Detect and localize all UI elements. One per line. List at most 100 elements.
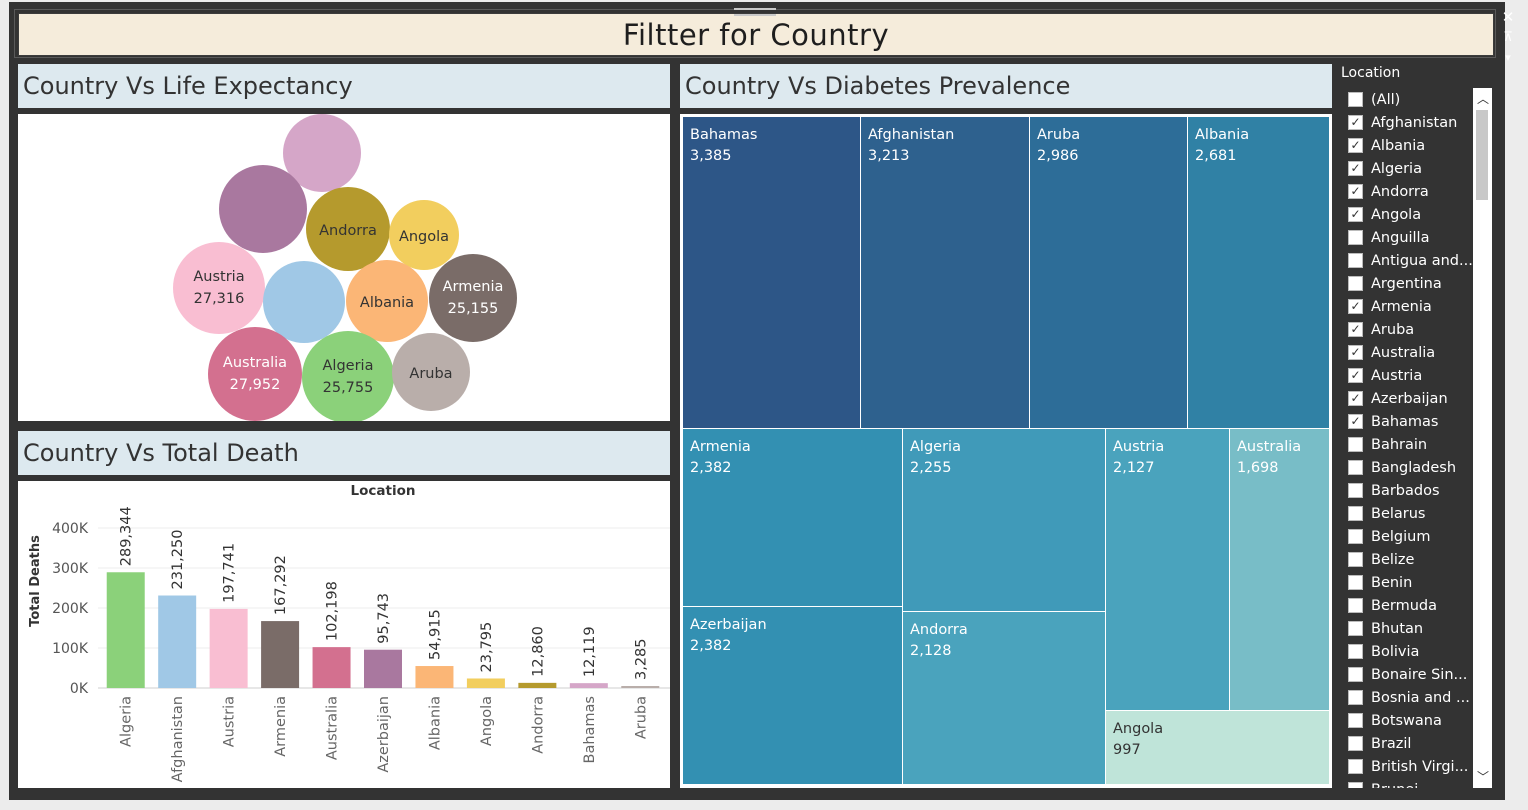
- treemap-cell[interactable]: Albania 2,681: [1188, 117, 1330, 429]
- checkbox[interactable]: ✓: [1348, 207, 1363, 222]
- checkbox[interactable]: [1348, 92, 1363, 107]
- filter-item[interactable]: Bahrain: [1348, 433, 1476, 456]
- filter-item[interactable]: Bangladesh: [1348, 456, 1476, 479]
- scroll-up-icon[interactable]: ︿: [1477, 92, 1490, 106]
- filter-item[interactable]: Anguilla: [1348, 226, 1476, 249]
- bar[interactable]: [518, 682, 557, 688]
- filter-item[interactable]: ✓ Afghanistan: [1348, 111, 1476, 134]
- checkbox[interactable]: [1348, 529, 1363, 544]
- checkbox[interactable]: [1348, 575, 1363, 590]
- treemap-cell[interactable]: Armenia 2,382: [683, 429, 903, 607]
- treemap-cell[interactable]: Algeria 2,255: [903, 429, 1106, 612]
- bar[interactable]: [106, 572, 145, 688]
- checkbox[interactable]: [1348, 644, 1363, 659]
- filter-item[interactable]: ✓ Armenia: [1348, 295, 1476, 318]
- bubble[interactable]: [302, 331, 394, 423]
- filter-item[interactable]: ✓ Algeria: [1348, 157, 1476, 180]
- treemap-cell[interactable]: Bahamas 3,385: [683, 117, 861, 429]
- checkbox[interactable]: ✓: [1348, 414, 1363, 429]
- filter-item[interactable]: Bolivia: [1348, 640, 1476, 663]
- bubble[interactable]: [306, 187, 390, 271]
- checkbox[interactable]: [1348, 598, 1363, 613]
- filter-item[interactable]: British Virgi...: [1348, 755, 1476, 778]
- drag-handle-icon[interactable]: [734, 8, 776, 16]
- checkbox[interactable]: [1348, 736, 1363, 751]
- filter-item[interactable]: ✓ Bahamas: [1348, 410, 1476, 433]
- bubble[interactable]: [219, 165, 307, 253]
- bar[interactable]: [261, 621, 300, 688]
- bubble[interactable]: [346, 260, 428, 342]
- filter-item[interactable]: Brunei: [1348, 778, 1476, 788]
- filter-scrollbar[interactable]: ︿ ﹀: [1473, 88, 1492, 788]
- filter-item[interactable]: ✓ Andorra: [1348, 180, 1476, 203]
- checkbox[interactable]: ✓: [1348, 138, 1363, 153]
- checkbox[interactable]: ✓: [1348, 368, 1363, 383]
- checkbox[interactable]: ✓: [1348, 184, 1363, 199]
- bubble[interactable]: [263, 261, 345, 343]
- treemap-cell[interactable]: Andorra 2,128: [903, 612, 1106, 785]
- treemap-cell[interactable]: Aruba 2,986: [1030, 117, 1188, 429]
- bar[interactable]: [569, 683, 608, 688]
- bubble[interactable]: [389, 200, 459, 270]
- checkbox[interactable]: [1348, 552, 1363, 567]
- filter-item[interactable]: ✓ Azerbaijan: [1348, 387, 1476, 410]
- checkbox[interactable]: ✓: [1348, 322, 1363, 337]
- checkbox[interactable]: [1348, 506, 1363, 521]
- filter-item[interactable]: (All): [1348, 88, 1476, 111]
- checkbox[interactable]: [1348, 621, 1363, 636]
- treemap-cell[interactable]: Afghanistan 3,213: [861, 117, 1030, 429]
- bar[interactable]: [415, 666, 454, 688]
- filter-item[interactable]: Belarus: [1348, 502, 1476, 525]
- checkbox[interactable]: ✓: [1348, 161, 1363, 176]
- checkbox[interactable]: [1348, 690, 1363, 705]
- bar[interactable]: [466, 678, 505, 688]
- bar[interactable]: [209, 608, 248, 688]
- filter-item[interactable]: Bosnia and ...: [1348, 686, 1476, 709]
- close-icon[interactable]: ✕: [1501, 8, 1515, 26]
- bubble[interactable]: [392, 333, 470, 411]
- checkbox[interactable]: [1348, 276, 1363, 291]
- bar[interactable]: [158, 595, 197, 689]
- filter-item[interactable]: Barbados: [1348, 479, 1476, 502]
- checkbox[interactable]: ✓: [1348, 345, 1363, 360]
- bubble[interactable]: [283, 114, 361, 192]
- checkbox[interactable]: [1348, 667, 1363, 682]
- filter-item[interactable]: ✓ Albania: [1348, 134, 1476, 157]
- bubble[interactable]: [429, 254, 517, 342]
- checkbox[interactable]: ✓: [1348, 299, 1363, 314]
- treemap-cell[interactable]: Australia 1,698: [1230, 429, 1330, 711]
- filter-item[interactable]: ✓ Austria: [1348, 364, 1476, 387]
- filter-item[interactable]: ✓ Australia: [1348, 341, 1476, 364]
- checkbox[interactable]: ✓: [1348, 391, 1363, 406]
- treemap-cell[interactable]: Azerbaijan 2,382: [683, 607, 903, 785]
- treemap-cell[interactable]: Angola 997: [1106, 711, 1330, 785]
- filter-item[interactable]: Bermuda: [1348, 594, 1476, 617]
- filter-item[interactable]: ✓ Angola: [1348, 203, 1476, 226]
- pin-icon[interactable]: ⊼: [1503, 30, 1513, 45]
- filter-item[interactable]: Brazil: [1348, 732, 1476, 755]
- filter-item[interactable]: Antigua and...: [1348, 249, 1476, 272]
- checkbox[interactable]: [1348, 460, 1363, 475]
- scroll-thumb[interactable]: [1476, 110, 1488, 200]
- filter-item[interactable]: Bonaire Sin...: [1348, 663, 1476, 686]
- filter-item[interactable]: Botswana: [1348, 709, 1476, 732]
- filter-item[interactable]: Bhutan: [1348, 617, 1476, 640]
- checkbox[interactable]: [1348, 483, 1363, 498]
- filter-item[interactable]: Belgium: [1348, 525, 1476, 548]
- checkbox[interactable]: [1348, 782, 1363, 788]
- bar[interactable]: [312, 647, 351, 688]
- filter-item[interactable]: Argentina: [1348, 272, 1476, 295]
- checkbox[interactable]: [1348, 759, 1363, 774]
- checkbox[interactable]: [1348, 713, 1363, 728]
- checkbox[interactable]: [1348, 253, 1363, 268]
- checkbox[interactable]: [1348, 230, 1363, 245]
- filter-item[interactable]: ✓ Aruba: [1348, 318, 1476, 341]
- bar[interactable]: [621, 686, 660, 688]
- checkbox[interactable]: [1348, 437, 1363, 452]
- bubble[interactable]: [173, 242, 265, 334]
- bar[interactable]: [364, 649, 402, 688]
- checkbox[interactable]: ✓: [1348, 115, 1363, 130]
- filter-item[interactable]: Benin: [1348, 571, 1476, 594]
- treemap-cell[interactable]: Austria 2,127: [1106, 429, 1230, 711]
- chevron-down-icon[interactable]: ▾: [1505, 51, 1511, 64]
